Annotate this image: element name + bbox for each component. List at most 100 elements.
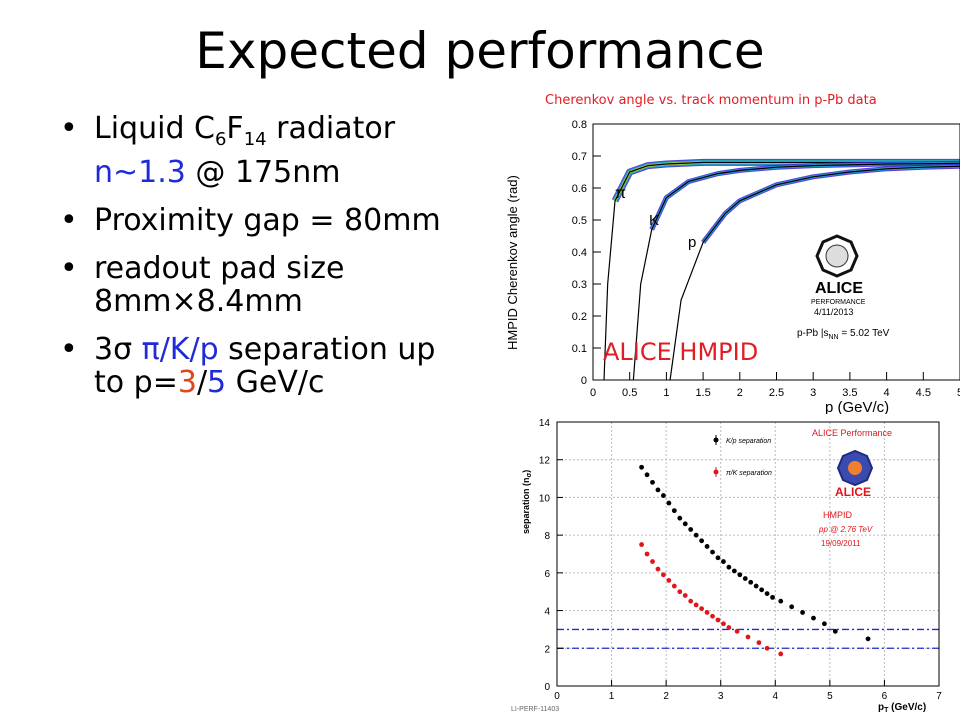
kp-point: [710, 549, 715, 555]
kp-point: [655, 487, 661, 493]
kp-point: [677, 515, 683, 521]
top-ytick-label: 0: [581, 375, 587, 387]
bullet-list: Liquid C6F14 radiator n~1.3 @ 175nm Prox…: [60, 112, 510, 414]
bullet-separation: 3σ π/K/p separation up to p=3/5 GeV/c: [60, 333, 510, 399]
top-xtick-label: 5: [957, 387, 960, 399]
pik-point: [704, 610, 710, 615]
label-proton: p: [688, 234, 696, 251]
pik-point: [677, 589, 683, 595]
alice-logo-small: ALICE: [835, 449, 874, 499]
slide-title: Expected performance: [195, 22, 765, 80]
pik-point: [715, 617, 721, 623]
top-ytick-label: 0.1: [572, 343, 587, 355]
alice-hmpid-label: ALICE HMPID: [603, 338, 759, 366]
kp-point: [759, 587, 765, 593]
kp-point: [737, 572, 743, 578]
pik-point: [745, 634, 751, 640]
kp-point: [770, 594, 775, 600]
top-ytick-label: 0.5: [572, 215, 587, 227]
bot-ytick-label: 10: [539, 493, 551, 504]
bot-xtick-label: 4: [773, 691, 779, 702]
top-ytick-label: 0.7: [572, 151, 587, 163]
kp-point: [693, 532, 699, 538]
top-ytick-label: 0.6: [572, 183, 587, 195]
bot-ytick-label: 2: [544, 644, 550, 655]
pik-point: [721, 621, 726, 627]
kp-point: [661, 493, 666, 498]
pik-point: [644, 551, 650, 557]
pik-point: [682, 593, 688, 598]
kp-point: [682, 521, 688, 527]
top-xtick-label: 3.5: [842, 387, 857, 399]
fit-curve-K: [632, 162, 960, 381]
pik-point: [693, 602, 699, 608]
top-xtick-label: 2.5: [769, 387, 784, 399]
collision-tag: pp @ 2.76 TeV: [818, 525, 873, 534]
kp-point: [764, 591, 770, 596]
top-xtick-label: 0.5: [622, 387, 637, 399]
top-ytick-label: 0.2: [572, 311, 587, 323]
kp-point: [688, 527, 694, 532]
kp-point: [832, 628, 838, 634]
kp-point: [865, 636, 871, 642]
pik-point: [778, 651, 784, 657]
kp-point: [800, 610, 805, 615]
bot-xtick-label: 3: [718, 691, 724, 702]
pik-point: [764, 645, 770, 651]
bot-legend: K/p separation π/K separation: [713, 435, 772, 477]
top-ytick-label: 0.3: [572, 279, 587, 291]
kp-point: [753, 583, 759, 589]
kp-point: [822, 621, 827, 627]
bullet-radiator: Liquid C6F14 radiator n~1.3 @ 175nm: [60, 112, 510, 189]
kp-point: [644, 472, 650, 478]
bot-ytick-label: 4: [544, 607, 550, 618]
top-x-axis-label: p (GeV/c): [825, 399, 889, 416]
pik-point: [756, 640, 762, 646]
pik-point: [710, 613, 715, 619]
kp-point: [726, 564, 732, 570]
bot-xtick-label: 7: [936, 691, 942, 702]
pik-point: [734, 628, 740, 634]
kp-point: [639, 464, 644, 470]
bot-ytick-label: 0: [544, 682, 550, 693]
top-xtick-label: 1.5: [695, 387, 710, 399]
bullet-pad-size: readout pad size 8mm×8.4mm: [60, 252, 510, 318]
refractive-index: n~1.3: [94, 155, 186, 190]
bot-xtick-label: 2: [663, 691, 669, 702]
hmpid-tag: HMPID: [823, 510, 853, 520]
bot-frame: [556, 421, 940, 687]
top-xtick-label: 2: [737, 387, 743, 399]
cherenkov-angle-plot: 0 0.1 0.2 0.3 0.4 0.5 0.6 0.7 0.8 0 0.5 1 1.5 2 2.5 3 3.…: [505, 112, 960, 417]
top-xtick-label: 4.5: [916, 387, 931, 399]
kp-point: [650, 479, 655, 485]
kp-point: [778, 598, 784, 604]
label-pion: π: [615, 185, 626, 202]
kp-point: [748, 579, 754, 585]
bot-ytick-label: 6: [544, 569, 550, 580]
svg-text:ALICE: ALICE: [835, 485, 871, 499]
kp-point: [666, 500, 672, 506]
bot-xtick-label: 5: [827, 691, 833, 702]
kp-point: [715, 555, 721, 561]
bot-x-axis-label: pT (GeV/c): [878, 702, 926, 714]
fit-curve-p: [669, 165, 960, 381]
pik-point: [661, 572, 666, 578]
bot-xtick-label: 0: [554, 691, 560, 702]
svg-text:4/11/2013: 4/11/2013: [814, 307, 853, 317]
kp-point: [811, 615, 816, 621]
top-xtick-label: 1: [663, 387, 669, 399]
collision-system: p-Pb |sNN = 5.02 TeV: [797, 328, 890, 341]
pik-point: [688, 598, 694, 604]
top-xtick-label: 4: [884, 387, 890, 399]
kp-point: [721, 559, 726, 564]
svg-text:π/K separation: π/K separation: [726, 470, 772, 477]
svg-text:K/p separation: K/p separation: [726, 438, 771, 445]
top-plot-caption: Cherenkov angle vs. track momentum in p-…: [545, 93, 877, 108]
svg-text:ALICE: ALICE: [815, 280, 863, 297]
top-y-axis-label: HMPID Cherenkov angle (rad): [505, 175, 520, 350]
kp-point: [671, 508, 677, 514]
date-tag: 19/09/2011: [821, 539, 861, 548]
kp-point: [704, 544, 710, 549]
alice-logo: ALICE PERFORMANCE 4/11/2013: [811, 234, 866, 317]
